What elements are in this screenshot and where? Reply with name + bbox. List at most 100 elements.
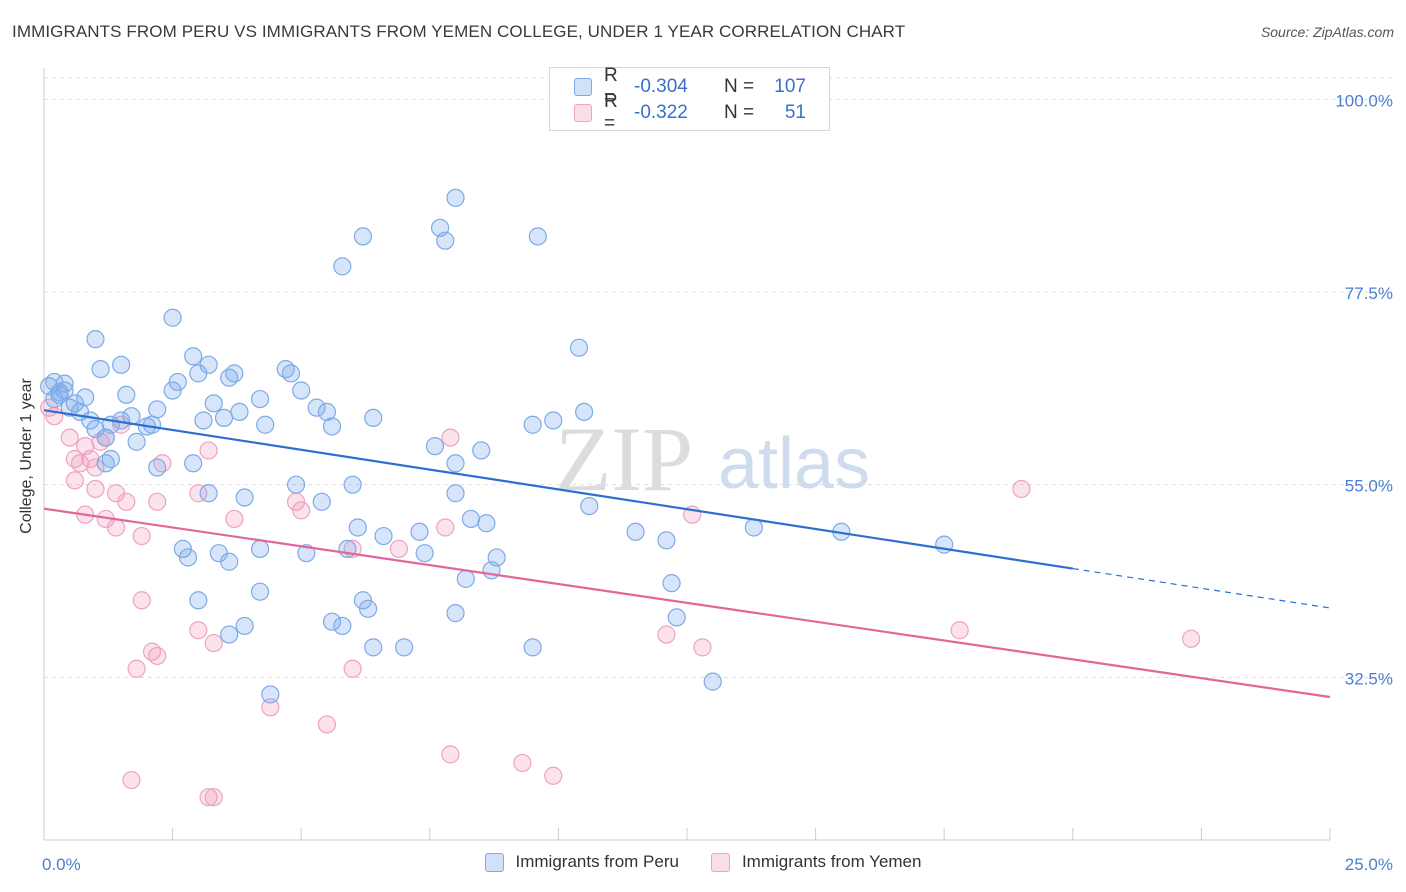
data-point-yemen	[148, 646, 167, 666]
data-point-yemen	[317, 715, 337, 734]
data-point-peru	[544, 411, 563, 430]
legend-swatch-yemen	[710, 852, 730, 872]
data-point-peru	[446, 188, 465, 207]
data-point-peru	[322, 612, 342, 631]
data-point-yemen	[122, 770, 141, 790]
stats-row-yemen: R = -0.322 N = 51	[574, 91, 806, 134]
grid-lines	[44, 77, 1394, 678]
data-point-peru	[117, 385, 136, 404]
data-point-peru	[148, 400, 167, 419]
watermark-zip: ZIP	[555, 408, 693, 510]
data-point-peru	[286, 475, 306, 494]
data-point-peru	[456, 569, 475, 588]
r-value: -0.304	[634, 76, 688, 97]
series-legend: Immigrants from Peru Immigrants from Yem…	[0, 852, 1406, 872]
data-point-peru	[744, 518, 763, 537]
data-point-peru	[477, 514, 496, 533]
data-point-peru	[199, 484, 218, 503]
data-point-peru	[575, 402, 594, 422]
data-point-yemen	[441, 428, 460, 447]
tick-labels: 100.0% 77.5% 55.0% 32.5% 0.0% 25.0%	[42, 91, 1393, 874]
data-point-peru	[281, 364, 301, 383]
data-point-peru	[86, 330, 105, 349]
data-point-peru	[91, 360, 110, 379]
data-point-peru	[142, 415, 162, 434]
data-point-peru	[184, 454, 203, 473]
data-point-yemen	[204, 788, 223, 807]
n-label: N =	[724, 102, 755, 123]
y-tick-label: 100.0%	[1335, 91, 1393, 110]
data-point-peru	[235, 488, 254, 507]
data-point-peru	[70, 402, 90, 422]
data-point-peru	[184, 347, 203, 366]
data-point-peru	[353, 227, 373, 246]
legend-item-peru[interactable]: Immigrants from Peru	[484, 852, 679, 872]
data-point-peru	[292, 381, 311, 400]
data-point-yemen	[117, 492, 136, 511]
data-point-peru	[667, 608, 686, 627]
data-point-peru	[112, 355, 131, 374]
stats-row-peru: R = -0.304 N = 107	[574, 65, 806, 108]
data-point-peru	[446, 454, 465, 473]
data-point-peru	[250, 582, 270, 601]
data-point-peru	[322, 417, 342, 436]
data-point-yemen	[60, 428, 79, 447]
data-point-peru	[333, 257, 352, 276]
data-point-peru	[55, 374, 74, 393]
series-peru	[40, 188, 954, 704]
watermark: ZIP atlas	[555, 408, 870, 510]
data-point-yemen	[343, 659, 362, 678]
y-tick-label: 77.5%	[1345, 284, 1393, 303]
data-point-peru	[307, 398, 326, 417]
data-point-peru	[178, 548, 198, 567]
axes	[43, 68, 1331, 841]
data-point-yemen	[441, 745, 460, 764]
data-point-yemen	[189, 621, 208, 640]
data-point-yemen	[436, 518, 455, 537]
data-point-yemen	[86, 458, 105, 477]
data-point-peru	[446, 604, 465, 623]
n-value: 107	[774, 76, 806, 97]
data-point-peru	[394, 638, 414, 657]
data-point-yemen	[292, 501, 311, 520]
data-point-peru	[626, 522, 645, 541]
data-point-peru	[199, 355, 218, 374]
data-point-yemen	[106, 518, 126, 537]
data-point-peru	[225, 364, 244, 383]
r-label: R =	[604, 65, 618, 108]
data-point-peru	[487, 548, 506, 567]
trend-line-peru-extension	[1072, 567, 1331, 609]
legend-item-yemen[interactable]: Immigrants from Yemen	[710, 852, 921, 872]
data-point-yemen	[199, 788, 218, 807]
data-point-peru	[65, 394, 84, 413]
data-point-yemen	[225, 509, 244, 529]
data-point-peru	[261, 685, 280, 704]
data-point-peru	[343, 475, 362, 494]
data-point-yemen	[950, 621, 969, 640]
data-point-yemen	[693, 638, 712, 657]
data-point-peru	[312, 492, 331, 511]
data-point-peru	[353, 591, 373, 610]
data-point-peru	[374, 526, 393, 546]
data-point-yemen	[148, 492, 167, 511]
data-point-peru	[256, 415, 275, 434]
watermark-atlas: atlas	[718, 424, 870, 504]
data-point-yemen	[513, 753, 532, 773]
data-point-yemen	[204, 633, 223, 653]
stats-legend: R = -0.304 N = 107 R = -0.322 N = 51	[549, 65, 830, 134]
data-point-peru	[333, 616, 352, 636]
series-yemen	[40, 398, 1201, 807]
data-point-peru	[50, 383, 69, 402]
data-point-peru	[580, 496, 599, 516]
data-point-peru	[436, 231, 455, 250]
data-point-peru	[297, 544, 316, 563]
data-point-peru	[523, 638, 542, 657]
data-point-yemen	[657, 625, 676, 644]
data-point-peru	[348, 518, 367, 537]
data-point-yemen	[1182, 629, 1201, 648]
data-point-peru	[446, 484, 465, 503]
x-tick-label: 0.0%	[42, 855, 81, 874]
trend-line-yemen	[43, 507, 1331, 699]
data-point-peru	[214, 408, 234, 428]
data-point-peru	[250, 539, 270, 558]
